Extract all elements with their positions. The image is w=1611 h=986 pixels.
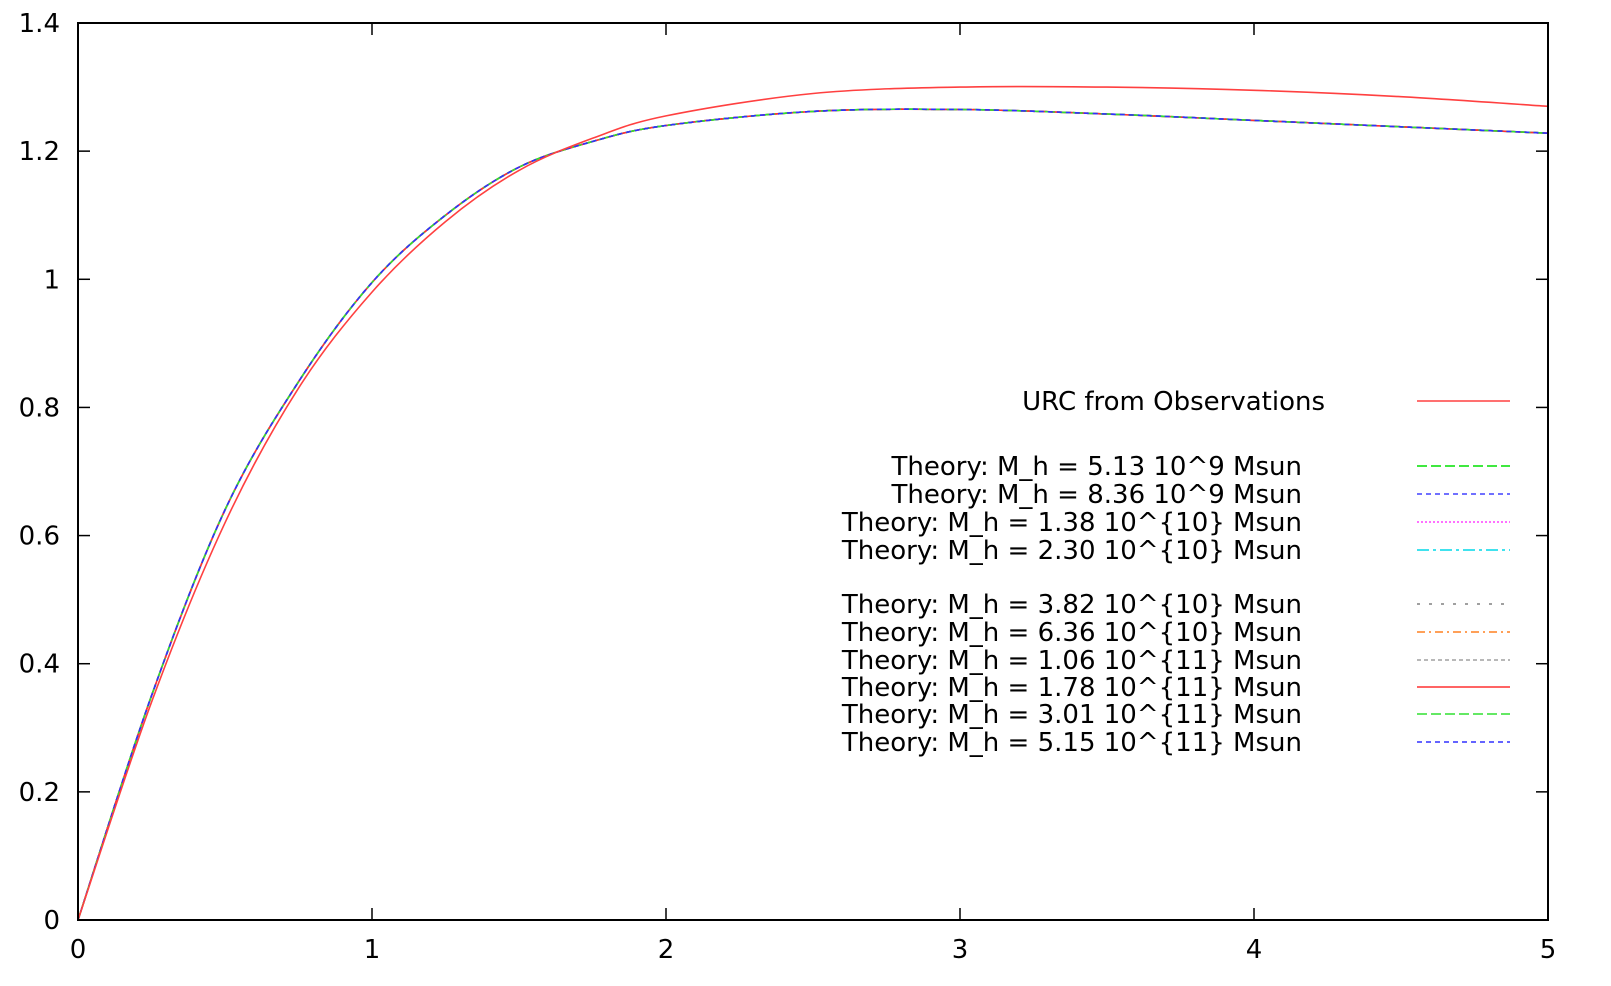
series-line-2 — [78, 109, 1548, 920]
y-tick-label: 1 — [43, 265, 60, 295]
legend-label-2: Theory: M_h = 8.36 10^9 Msun — [891, 480, 1302, 510]
series-line-7 — [78, 109, 1548, 920]
series-line-4 — [78, 109, 1548, 920]
series-line-1 — [78, 109, 1548, 920]
series-line-8 — [78, 109, 1548, 920]
legend-label-6: Theory: M_h = 6.36 10^{10} Msun — [841, 618, 1302, 648]
series-line-5 — [78, 109, 1548, 920]
legend: URC from Observations Theory: M_h = 5.13 … — [841, 387, 1510, 758]
x-tick-label: 0 — [70, 935, 87, 965]
y-tick-label: 0.8 — [19, 393, 60, 423]
legend-label-3: Theory: M_h = 1.38 10^{10} Msun — [841, 508, 1302, 538]
y-tick-label: 1.4 — [19, 9, 60, 39]
ticks-layer: 0 1 2 3 4 5 0 0.2 0.4 0.6 0.8 1 1.2 1.4 — [19, 9, 1557, 965]
legend-label-5: Theory: M_h = 3.82 10^{10} Msun — [841, 590, 1302, 620]
legend-label-0: URC from Observations — [1022, 387, 1325, 417]
x-tick-label: 3 — [952, 935, 969, 965]
y-tick-label: 0.2 — [19, 778, 60, 808]
series-line-6 — [78, 109, 1548, 920]
x-tick-label: 1 — [364, 935, 381, 965]
legend-label-9: Theory: M_h = 3.01 10^{11} Msun — [841, 700, 1302, 730]
series-line-3 — [78, 109, 1548, 920]
y-tick-label: 0 — [43, 906, 60, 936]
legend-label-4: Theory: M_h = 2.30 10^{10} Msun — [841, 536, 1302, 566]
legend-label-10: Theory: M_h = 5.15 10^{11} Msun — [841, 728, 1302, 758]
x-tick-label: 2 — [658, 935, 675, 965]
x-tick-label: 5 — [1540, 935, 1557, 965]
y-tick-label: 0.6 — [19, 522, 60, 552]
y-tick-label: 0.4 — [19, 650, 60, 680]
plot-frame — [78, 23, 1548, 920]
series-line-0 — [78, 86, 1548, 920]
legend-label-8: Theory: M_h = 1.78 10^{11} Msun — [841, 673, 1302, 703]
legend-label-1: Theory: M_h = 5.13 10^9 Msun — [891, 452, 1302, 482]
series-line-10 — [78, 109, 1548, 920]
y-tick-label: 1.2 — [19, 137, 60, 167]
series-line-9 — [78, 109, 1548, 920]
series-layer — [78, 86, 1548, 920]
x-tick-label: 4 — [1246, 935, 1263, 965]
legend-label-7: Theory: M_h = 1.06 10^{11} Msun — [841, 646, 1302, 676]
